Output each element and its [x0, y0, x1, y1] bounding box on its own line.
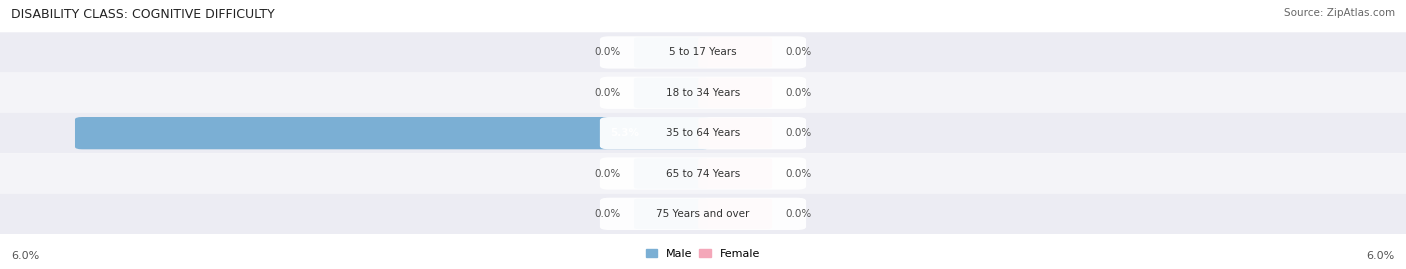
Text: 0.0%: 0.0% [595, 209, 621, 219]
FancyBboxPatch shape [75, 117, 710, 149]
FancyBboxPatch shape [600, 117, 806, 149]
Text: 0.0%: 0.0% [595, 47, 621, 58]
Text: 0.0%: 0.0% [595, 88, 621, 98]
Text: 0.0%: 0.0% [785, 88, 811, 98]
Text: Source: ZipAtlas.com: Source: ZipAtlas.com [1284, 8, 1395, 18]
FancyBboxPatch shape [634, 37, 707, 68]
FancyBboxPatch shape [634, 199, 707, 229]
Text: 0.0%: 0.0% [785, 128, 811, 138]
FancyBboxPatch shape [600, 77, 806, 109]
Text: 5.3%: 5.3% [610, 128, 638, 138]
FancyBboxPatch shape [699, 77, 772, 108]
FancyBboxPatch shape [699, 118, 772, 148]
FancyBboxPatch shape [0, 32, 1406, 73]
Text: 5 to 17 Years: 5 to 17 Years [669, 47, 737, 58]
Text: 35 to 64 Years: 35 to 64 Years [666, 128, 740, 138]
FancyBboxPatch shape [0, 113, 1406, 153]
FancyBboxPatch shape [600, 157, 806, 190]
FancyBboxPatch shape [0, 153, 1406, 194]
Text: 75 Years and over: 75 Years and over [657, 209, 749, 219]
FancyBboxPatch shape [634, 158, 707, 189]
FancyBboxPatch shape [634, 77, 707, 108]
FancyBboxPatch shape [600, 198, 806, 230]
Text: 6.0%: 6.0% [11, 250, 39, 261]
FancyBboxPatch shape [0, 194, 1406, 234]
Text: DISABILITY CLASS: COGNITIVE DIFFICULTY: DISABILITY CLASS: COGNITIVE DIFFICULTY [11, 8, 276, 21]
FancyBboxPatch shape [0, 73, 1406, 113]
Text: 0.0%: 0.0% [785, 209, 811, 219]
FancyBboxPatch shape [699, 199, 772, 229]
FancyBboxPatch shape [699, 37, 772, 68]
Legend: Male, Female: Male, Female [641, 245, 765, 263]
FancyBboxPatch shape [600, 36, 806, 69]
Text: 6.0%: 6.0% [1367, 250, 1395, 261]
Text: 0.0%: 0.0% [595, 168, 621, 179]
FancyBboxPatch shape [699, 158, 772, 189]
Text: 0.0%: 0.0% [785, 168, 811, 179]
Text: 18 to 34 Years: 18 to 34 Years [666, 88, 740, 98]
Text: 65 to 74 Years: 65 to 74 Years [666, 168, 740, 179]
Text: 0.0%: 0.0% [785, 47, 811, 58]
